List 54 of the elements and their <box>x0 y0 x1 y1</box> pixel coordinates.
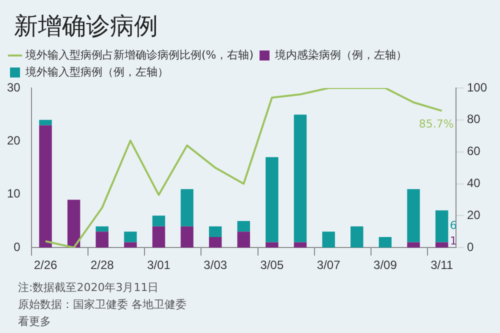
text: 原始数据：国家卫健委 各地卫健委 <box>18 297 188 312</box>
bar <box>96 232 108 248</box>
bar <box>407 242 420 248</box>
bar <box>180 226 194 248</box>
bar <box>266 242 278 248</box>
bar <box>180 189 194 226</box>
bar <box>266 157 278 242</box>
bar <box>294 242 307 248</box>
bar <box>407 189 420 242</box>
y-tick-label: 30 <box>6 80 21 94</box>
x-tick-label: 2/28 <box>90 258 114 272</box>
y2-tick-label: 40 <box>466 176 481 190</box>
bar <box>435 210 448 242</box>
legend-label: 境外输入型病例（例，左轴） <box>24 65 168 78</box>
bar <box>39 125 52 248</box>
bar <box>124 242 137 248</box>
y2-tick-label: 20 <box>466 208 481 222</box>
y2-tick-label: 60 <box>466 144 481 158</box>
bar <box>208 226 222 237</box>
y-tick-label: 0 <box>14 240 21 254</box>
x-tick-label: 3/03 <box>204 258 228 272</box>
bar <box>152 216 166 226</box>
text: 注:数据截至2020年3月11日 <box>18 280 160 295</box>
bar <box>378 236 392 248</box>
legend-label: 境外输入型病例占新增确诊病例比例(%，右轴) <box>24 48 254 62</box>
bar <box>208 236 222 248</box>
bar <box>322 232 335 248</box>
y2-tick-label: 100 <box>466 80 488 94</box>
bar <box>67 200 80 248</box>
legend-label: 境内感染病例（例，左轴） <box>274 48 408 62</box>
x-tick-label: 2/26 <box>34 258 58 272</box>
y2-tick-label: 80 <box>466 112 481 126</box>
bar <box>39 120 52 126</box>
bar <box>152 226 166 248</box>
x-tick-label: 3/09 <box>374 258 398 272</box>
data-label: 85.7% <box>418 118 454 131</box>
data-label: 1 <box>450 234 457 248</box>
x-tick-label: 3/01 <box>147 258 171 272</box>
data-label: 6 <box>450 219 457 232</box>
x-tick-label: 3/07 <box>316 258 341 272</box>
x-tick-label: 3/05 <box>260 258 284 272</box>
bar <box>237 221 250 232</box>
y-tick-label: 10 <box>6 186 21 201</box>
y2-tick-label: 0 <box>466 240 474 254</box>
text: 看更多 <box>18 314 52 329</box>
y-tick-label: 20 <box>6 134 21 148</box>
bar <box>124 232 137 242</box>
chart-title: 新增确诊病例 <box>13 11 159 42</box>
bar <box>350 226 364 248</box>
x-tick-label: 3/11 <box>430 258 454 272</box>
bar <box>435 242 448 248</box>
bar <box>294 114 307 242</box>
bar <box>237 232 250 248</box>
bar <box>96 226 108 232</box>
